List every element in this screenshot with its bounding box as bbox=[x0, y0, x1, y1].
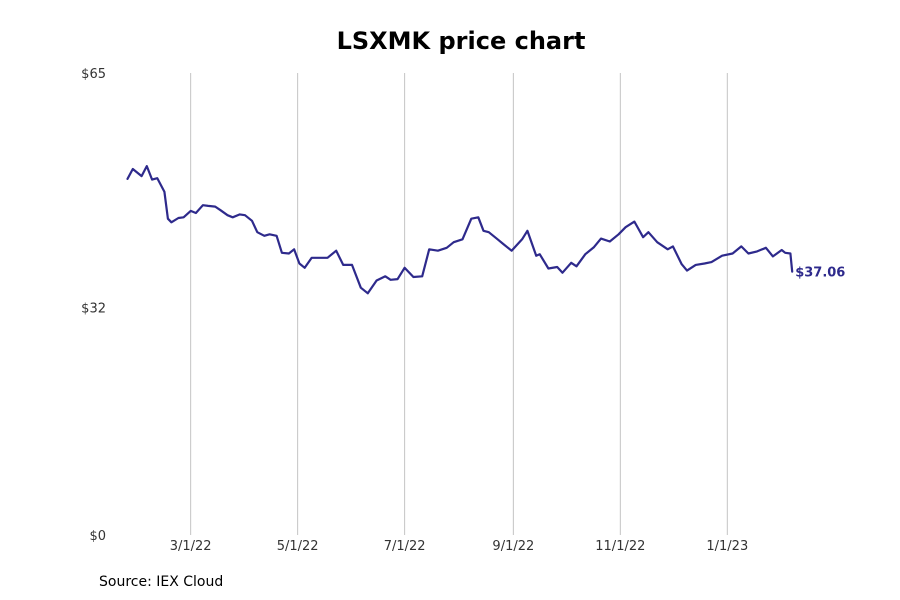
y-tick-label: $32 bbox=[81, 302, 106, 317]
x-tick-label: 11/1/22 bbox=[595, 539, 645, 554]
x-axis-ticks: 3/1/22 5/1/22 7/1/22 9/1/22 11/1/22 1/1/23 bbox=[170, 539, 748, 554]
y-tick-label: $0 bbox=[89, 529, 106, 544]
source-note: Source: IEX Cloud bbox=[99, 574, 224, 590]
y-axis-ticks: $0 $32 $65 bbox=[81, 67, 106, 544]
x-tick-label: 5/1/22 bbox=[277, 539, 319, 554]
price-series-line bbox=[126, 165, 794, 295]
y-tick-label: $65 bbox=[81, 67, 106, 82]
x-tick-label: 1/1/23 bbox=[706, 539, 748, 554]
last-price-label: $37.06 bbox=[795, 266, 845, 281]
grid-lines bbox=[190, 73, 728, 535]
x-tick-label: 3/1/22 bbox=[170, 539, 212, 554]
chart-title: LSXMK price chart bbox=[336, 27, 586, 55]
x-tick-label: 7/1/22 bbox=[384, 539, 426, 554]
x-tick-label: 9/1/22 bbox=[492, 539, 534, 554]
